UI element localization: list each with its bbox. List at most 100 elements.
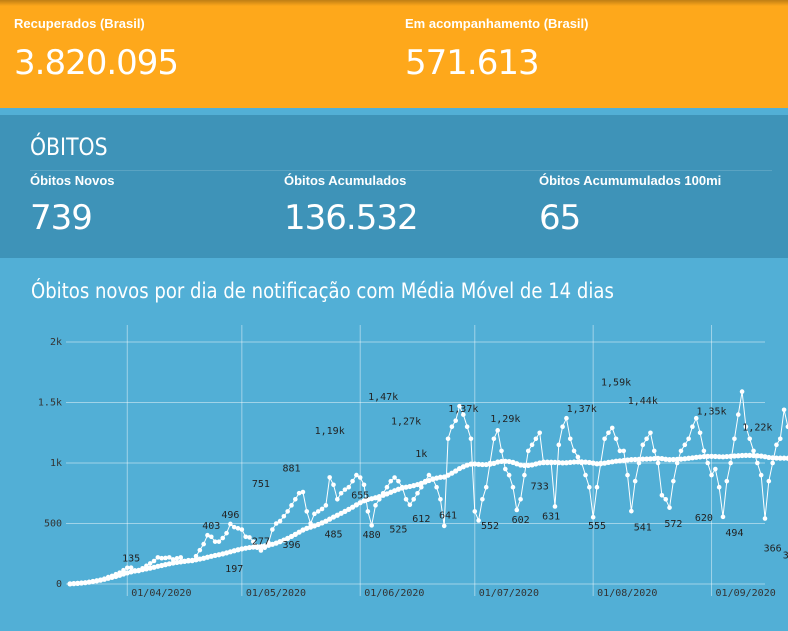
moving-average-point <box>254 544 260 550</box>
daily-point <box>777 436 783 442</box>
daily-point <box>155 555 161 560</box>
moving-average-point <box>754 453 760 459</box>
daily-point <box>640 442 646 448</box>
daily-point <box>564 415 569 421</box>
daily-point <box>163 555 168 561</box>
daily-point <box>583 472 588 478</box>
daily-point <box>323 503 329 508</box>
moving-average-point <box>575 459 581 465</box>
daily-point <box>747 436 753 442</box>
data-label: 541 <box>634 523 652 534</box>
moving-average-point <box>472 461 478 467</box>
data-label: 733 <box>531 481 549 492</box>
moving-average-point <box>609 459 615 465</box>
daily-point <box>384 484 390 490</box>
daily-point <box>690 424 695 429</box>
daily-point <box>247 535 252 540</box>
daily-point <box>300 489 306 495</box>
moving-average-point <box>697 454 703 460</box>
data-label: 602 <box>512 515 530 526</box>
daily-point <box>270 527 275 532</box>
data-label: 1,19k <box>315 426 345 437</box>
daily-point <box>503 466 508 472</box>
moving-average-point <box>544 459 550 465</box>
recuperados-label: Recuperados (Brasil) <box>14 16 145 31</box>
moving-average-point <box>785 455 788 461</box>
daily-point <box>571 448 577 454</box>
moving-average-point <box>693 454 699 460</box>
moving-average-point <box>617 458 623 464</box>
daily-point <box>453 418 458 423</box>
daily-point <box>197 547 203 553</box>
moving-average-point <box>258 543 264 549</box>
daily-point <box>629 508 634 514</box>
daily-point <box>128 565 134 570</box>
moving-average-point <box>613 458 619 464</box>
moving-average-point <box>743 452 749 458</box>
daily-point <box>457 403 462 409</box>
daily-point <box>415 490 420 496</box>
daily-point <box>480 497 485 502</box>
data-labels: 135 403 197 496 277 751 396 881 1,19k 485 655 480 1,… <box>122 378 788 576</box>
moving-average-point <box>590 460 596 466</box>
daily-point <box>419 484 424 490</box>
moving-average-series <box>67 452 788 587</box>
y-tick-label: 1k <box>50 458 62 469</box>
daily-point <box>606 430 611 436</box>
x-tick-label: 01/05/2020 <box>246 588 306 599</box>
daily-point <box>682 442 688 448</box>
moving-average-point <box>567 459 573 465</box>
daily-deaths-series <box>67 389 788 587</box>
daily-point <box>296 490 302 496</box>
moving-average-point <box>651 456 657 462</box>
data-label: 485 <box>324 529 342 540</box>
daily-point <box>655 460 661 466</box>
daily-point <box>121 567 126 573</box>
daily-point <box>346 484 352 490</box>
daily-point <box>392 475 397 480</box>
daily-point <box>361 482 367 488</box>
daily-point <box>166 555 172 560</box>
daily-point <box>239 527 245 532</box>
daily-point <box>243 534 248 540</box>
daily-point <box>525 448 531 454</box>
daily-point <box>178 555 184 560</box>
moving-average-point <box>288 533 295 540</box>
moving-average-point <box>705 453 711 459</box>
moving-average-point <box>483 461 489 468</box>
moving-average-point <box>181 558 188 564</box>
daily-point <box>552 504 558 509</box>
data-label: 1,37k <box>567 404 597 415</box>
data-label: 1,29k <box>490 414 520 425</box>
moving-average-point <box>666 457 673 463</box>
data-label: 366 <box>764 544 782 555</box>
daily-point <box>636 460 642 466</box>
recuperados-value: 3.820.095 <box>14 43 179 83</box>
daily-point <box>201 541 206 547</box>
daily-point <box>205 532 210 538</box>
moving-average-point <box>624 457 631 463</box>
daily-point <box>224 530 229 536</box>
moving-average-point <box>678 456 684 462</box>
obitos-title: ÓBITOS <box>30 133 108 161</box>
moving-average-point <box>170 560 176 566</box>
daily-point <box>277 518 283 524</box>
y-tick-label: 1.5k <box>38 398 62 409</box>
data-label: 494 <box>725 528 743 539</box>
x-tick-label: 01/06/2020 <box>364 588 424 599</box>
deaths-chart[interactable]: 0 500 1k 1.5k 2k 01/04/2020 01/05/2020 01/06/2… <box>0 320 788 631</box>
daily-point <box>476 518 481 523</box>
x-tick-label: 01/04/2020 <box>131 588 191 599</box>
daily-point <box>506 472 512 478</box>
daily-line <box>69 391 788 585</box>
daily-point <box>781 407 787 413</box>
moving-average-point <box>739 452 745 459</box>
moving-average-point <box>598 461 604 467</box>
daily-point <box>212 539 218 544</box>
moving-average-point <box>346 506 352 512</box>
moving-average-point <box>502 458 508 464</box>
data-label: 1k <box>415 449 427 460</box>
daily-point <box>495 428 500 433</box>
data-label: 641 <box>439 510 457 521</box>
obitos-section: ÓBITOS Óbitos Novos 739 Óbitos Acumulado… <box>0 115 788 258</box>
